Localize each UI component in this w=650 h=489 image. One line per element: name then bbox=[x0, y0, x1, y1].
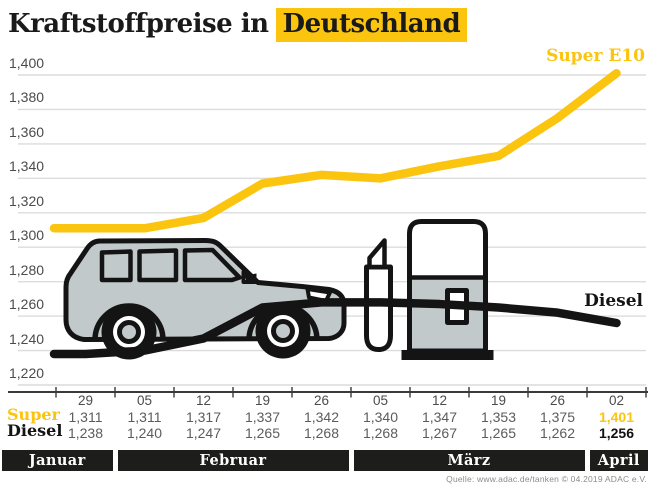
price-table: 29 1,311 1,238 05 1,311 1,240 12 1,317 1,247 19 1,… bbox=[0, 392, 650, 442]
week-label: 05 bbox=[136, 393, 153, 408]
week-label: 26 bbox=[549, 393, 566, 408]
week-label: 05 bbox=[372, 393, 389, 408]
diesel-price-value: 1,267 bbox=[421, 425, 458, 441]
y-axis-label: 1,400 bbox=[9, 55, 45, 71]
data-lines bbox=[49, 69, 621, 359]
super-price-value: 1,347 bbox=[421, 409, 458, 425]
diesel-price-value: 1,268 bbox=[362, 425, 399, 441]
month-band-april: April bbox=[589, 450, 648, 471]
super-price-value: 1,342 bbox=[303, 409, 340, 425]
super-price-value: 1,353 bbox=[480, 409, 517, 425]
fuel-pump-illustration bbox=[364, 219, 494, 360]
month-band-februar: Februar bbox=[117, 450, 349, 471]
diesel-price-value: 1,265 bbox=[244, 425, 281, 441]
source-credit: Quelle: www.adac.de/tanken © 04.2019 ADA… bbox=[446, 474, 647, 484]
week-label: 02 bbox=[608, 393, 625, 408]
page-title: Kraftstoffpreise in Deutschland bbox=[8, 4, 468, 45]
y-axis-label: 1,340 bbox=[9, 158, 45, 175]
car-illustration bbox=[63, 238, 347, 360]
diesel-price-value: 1,265 bbox=[480, 425, 517, 441]
week-label: 29 bbox=[77, 393, 94, 408]
week-label: 26 bbox=[313, 393, 330, 408]
diesel-price-value: 1,256 bbox=[598, 425, 635, 441]
y-axis-label: 1,220 bbox=[9, 365, 45, 381]
diesel-price-value: 1,238 bbox=[67, 425, 104, 441]
fuel-nozzle-icon bbox=[364, 238, 393, 352]
diesel-line bbox=[49, 298, 621, 359]
table-row-label-super: Super bbox=[7, 405, 60, 424]
super-price-value: 1,340 bbox=[362, 409, 399, 425]
diesel-price-value: 1,268 bbox=[303, 425, 340, 441]
super-price-value: 1,311 bbox=[68, 409, 103, 425]
diesel-price-value: 1,240 bbox=[126, 425, 163, 441]
car-window bbox=[137, 248, 179, 283]
y-axis-label: 1,360 bbox=[9, 123, 45, 140]
super-price-value: 1,317 bbox=[185, 409, 222, 425]
y-axis-label: 1,300 bbox=[9, 227, 45, 244]
x-axis-ticks bbox=[8, 387, 648, 398]
week-label: 12 bbox=[195, 393, 212, 408]
y-axis-label: 1,280 bbox=[9, 261, 45, 278]
week-label: 19 bbox=[490, 393, 507, 408]
super-price-value: 1,375 bbox=[539, 409, 576, 425]
super-e10-line bbox=[49, 69, 621, 233]
diesel-line-label: Diesel bbox=[584, 291, 643, 311]
y-axis-label: 1,260 bbox=[9, 296, 45, 313]
car-mirror bbox=[245, 273, 257, 284]
week-label: 19 bbox=[254, 393, 271, 408]
month-band-maerz: März bbox=[353, 450, 585, 471]
diesel-price-value: 1,247 bbox=[185, 425, 222, 441]
pump-base bbox=[401, 350, 494, 360]
super-price-value: 1,337 bbox=[244, 409, 281, 425]
table-row-label-diesel: Diesel bbox=[7, 421, 63, 440]
y-axis-label: 1,320 bbox=[9, 192, 45, 209]
y-axis-label: 1,240 bbox=[9, 330, 45, 347]
super-price-value: 1,311 bbox=[127, 409, 162, 425]
title-text: Kraftstoffpreise in bbox=[8, 9, 269, 39]
super-e10-line-label: Super E10 bbox=[546, 46, 645, 66]
car-window bbox=[99, 249, 133, 283]
super-price-value: 1,401 bbox=[598, 409, 635, 425]
diesel-price-value: 1,262 bbox=[539, 425, 576, 441]
car-window bbox=[182, 247, 242, 283]
week-label: 12 bbox=[431, 393, 448, 408]
y-axis-label: 1,380 bbox=[9, 89, 45, 106]
month-band-januar: Januar bbox=[2, 450, 113, 471]
title-highlight: Deutschland bbox=[275, 8, 468, 42]
